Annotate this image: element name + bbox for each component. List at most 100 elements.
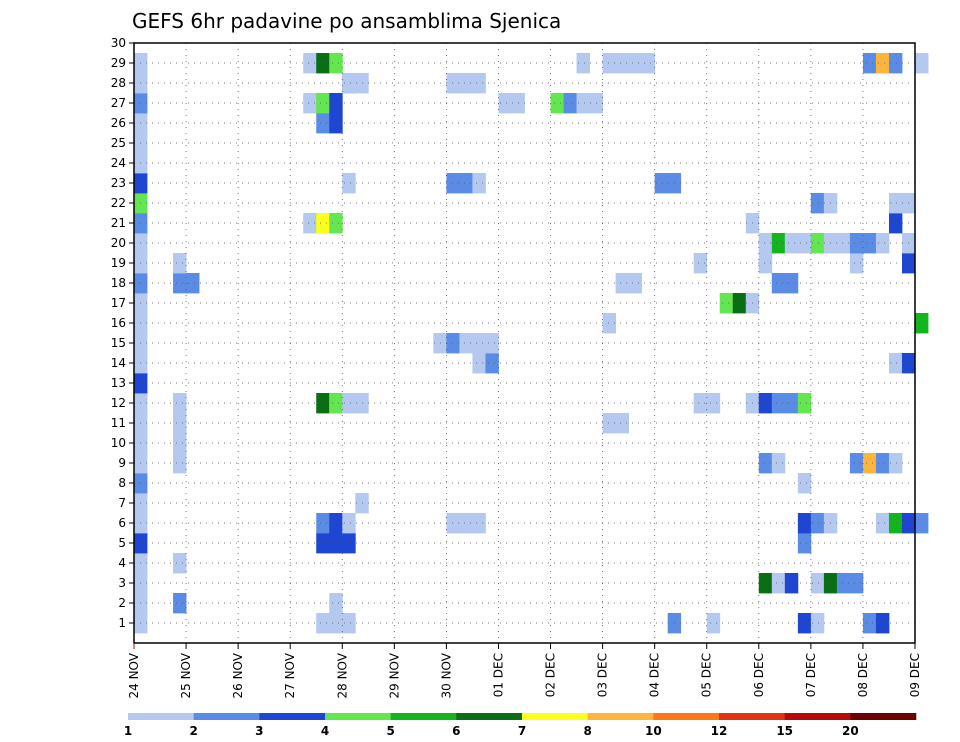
precip-cell bbox=[875, 453, 890, 474]
precip-cell bbox=[784, 273, 799, 294]
y-tick-label: 1 bbox=[118, 616, 126, 630]
x-ticks: 24 NOV 25 NOV 26 NOV 27 NOV 28 NOV 29 NOV 30 N… bbox=[127, 643, 922, 699]
precip-cell bbox=[784, 233, 799, 254]
y-tick-label: 5 bbox=[118, 536, 126, 550]
y-tick-label: 24 bbox=[111, 156, 126, 170]
precip-cell bbox=[316, 393, 330, 414]
precip-cell bbox=[316, 53, 330, 74]
precip-cell bbox=[849, 233, 864, 254]
precip-cell bbox=[316, 613, 330, 634]
precip-cell bbox=[888, 193, 903, 214]
precip-cell bbox=[342, 513, 356, 534]
precip-cell bbox=[459, 333, 473, 354]
precip-cell bbox=[329, 613, 343, 634]
precip-cell bbox=[784, 573, 799, 594]
precip-cell bbox=[498, 93, 512, 114]
legend-label: 12 bbox=[711, 724, 728, 738]
precip-cell bbox=[758, 453, 773, 474]
precip-cell bbox=[810, 613, 825, 634]
y-tick-label: 15 bbox=[111, 336, 126, 350]
y-tick-label: 22 bbox=[111, 196, 126, 210]
precip-cell bbox=[641, 53, 656, 74]
precip-cell bbox=[693, 253, 708, 274]
legend-swatch bbox=[850, 713, 917, 720]
precip-cell bbox=[303, 53, 317, 74]
x-tick-label: 02 DEC bbox=[544, 653, 558, 697]
y-tick-label: 6 bbox=[118, 516, 126, 530]
legend-label: 3 bbox=[255, 724, 263, 738]
precip-cell bbox=[186, 273, 200, 294]
precip-cell bbox=[888, 353, 903, 374]
precip-cell bbox=[758, 233, 773, 254]
x-tick-label: 09 DEC bbox=[908, 653, 922, 697]
precip-cell bbox=[602, 313, 617, 334]
precip-cell bbox=[849, 573, 864, 594]
x-tick-label: 25 NOV bbox=[179, 652, 193, 698]
x-tick-label: 27 NOV bbox=[283, 652, 297, 698]
y-tick-label: 29 bbox=[111, 56, 126, 70]
precip-cell bbox=[888, 53, 903, 74]
precip-cell bbox=[706, 613, 721, 634]
precip-cell bbox=[615, 413, 630, 434]
y-tick-label: 21 bbox=[111, 216, 126, 230]
precip-cell bbox=[303, 213, 317, 234]
legend-swatch bbox=[719, 713, 785, 720]
precip-cell bbox=[459, 73, 473, 94]
precip-cell bbox=[316, 213, 330, 234]
cells-layer bbox=[134, 53, 929, 634]
precip-cell bbox=[316, 513, 330, 534]
precip-cell bbox=[329, 213, 343, 234]
y-tick-label: 26 bbox=[111, 116, 126, 130]
x-tick-label: 06 DEC bbox=[752, 653, 766, 697]
precip-cell bbox=[316, 533, 330, 554]
precip-cell bbox=[797, 513, 812, 534]
precip-cell bbox=[576, 53, 590, 74]
precip-cell bbox=[888, 453, 903, 474]
precip-cell bbox=[849, 453, 864, 474]
y-tick-label: 8 bbox=[118, 476, 126, 490]
precip-cell bbox=[472, 333, 486, 354]
y-tick-label: 18 bbox=[111, 276, 126, 290]
precip-cell bbox=[173, 413, 187, 434]
x-tick-label: 01 DEC bbox=[491, 653, 505, 697]
y-tick-label: 12 bbox=[111, 396, 126, 410]
precip-cell bbox=[915, 53, 929, 74]
precip-cell bbox=[758, 573, 773, 594]
x-tick-label: 04 DEC bbox=[648, 653, 662, 697]
precip-cell bbox=[342, 393, 356, 414]
x-tick-label: 05 DEC bbox=[700, 653, 714, 697]
precip-cell bbox=[875, 513, 890, 534]
precip-cell bbox=[771, 233, 786, 254]
y-tick-label: 10 bbox=[111, 436, 126, 450]
precip-cell bbox=[797, 233, 812, 254]
precip-cell bbox=[485, 353, 499, 374]
precip-cell bbox=[355, 393, 369, 414]
precip-cell bbox=[706, 393, 721, 414]
precip-cell bbox=[459, 173, 473, 194]
precip-cell bbox=[329, 513, 343, 534]
precip-cell bbox=[576, 93, 590, 114]
y-tick-label: 25 bbox=[111, 136, 126, 150]
legend-swatch bbox=[653, 713, 720, 720]
legend-label: 6 bbox=[452, 724, 460, 738]
legend-swatch bbox=[522, 713, 588, 720]
precip-cell bbox=[602, 413, 617, 434]
precip-cell bbox=[875, 613, 890, 634]
precip-cell bbox=[862, 53, 877, 74]
x-tick-label: 24 NOV bbox=[127, 652, 141, 698]
y-tick-label: 2 bbox=[118, 596, 126, 610]
y-tick-label: 3 bbox=[118, 576, 126, 590]
chart-title: GEFS 6hr padavine po ansamblima Sjenica bbox=[132, 9, 561, 33]
precip-cell bbox=[615, 273, 630, 294]
x-tick-label: 26 NOV bbox=[231, 652, 245, 698]
precip-cell bbox=[355, 493, 369, 514]
x-tick-label: 30 NOV bbox=[439, 652, 453, 698]
precip-cell bbox=[758, 253, 773, 274]
precip-cell bbox=[563, 93, 577, 114]
legend-swatch bbox=[587, 713, 654, 720]
precip-cell bbox=[550, 93, 564, 114]
y-tick-label: 30 bbox=[111, 36, 126, 50]
legend-swatch bbox=[784, 713, 851, 720]
precip-cell bbox=[446, 333, 460, 354]
